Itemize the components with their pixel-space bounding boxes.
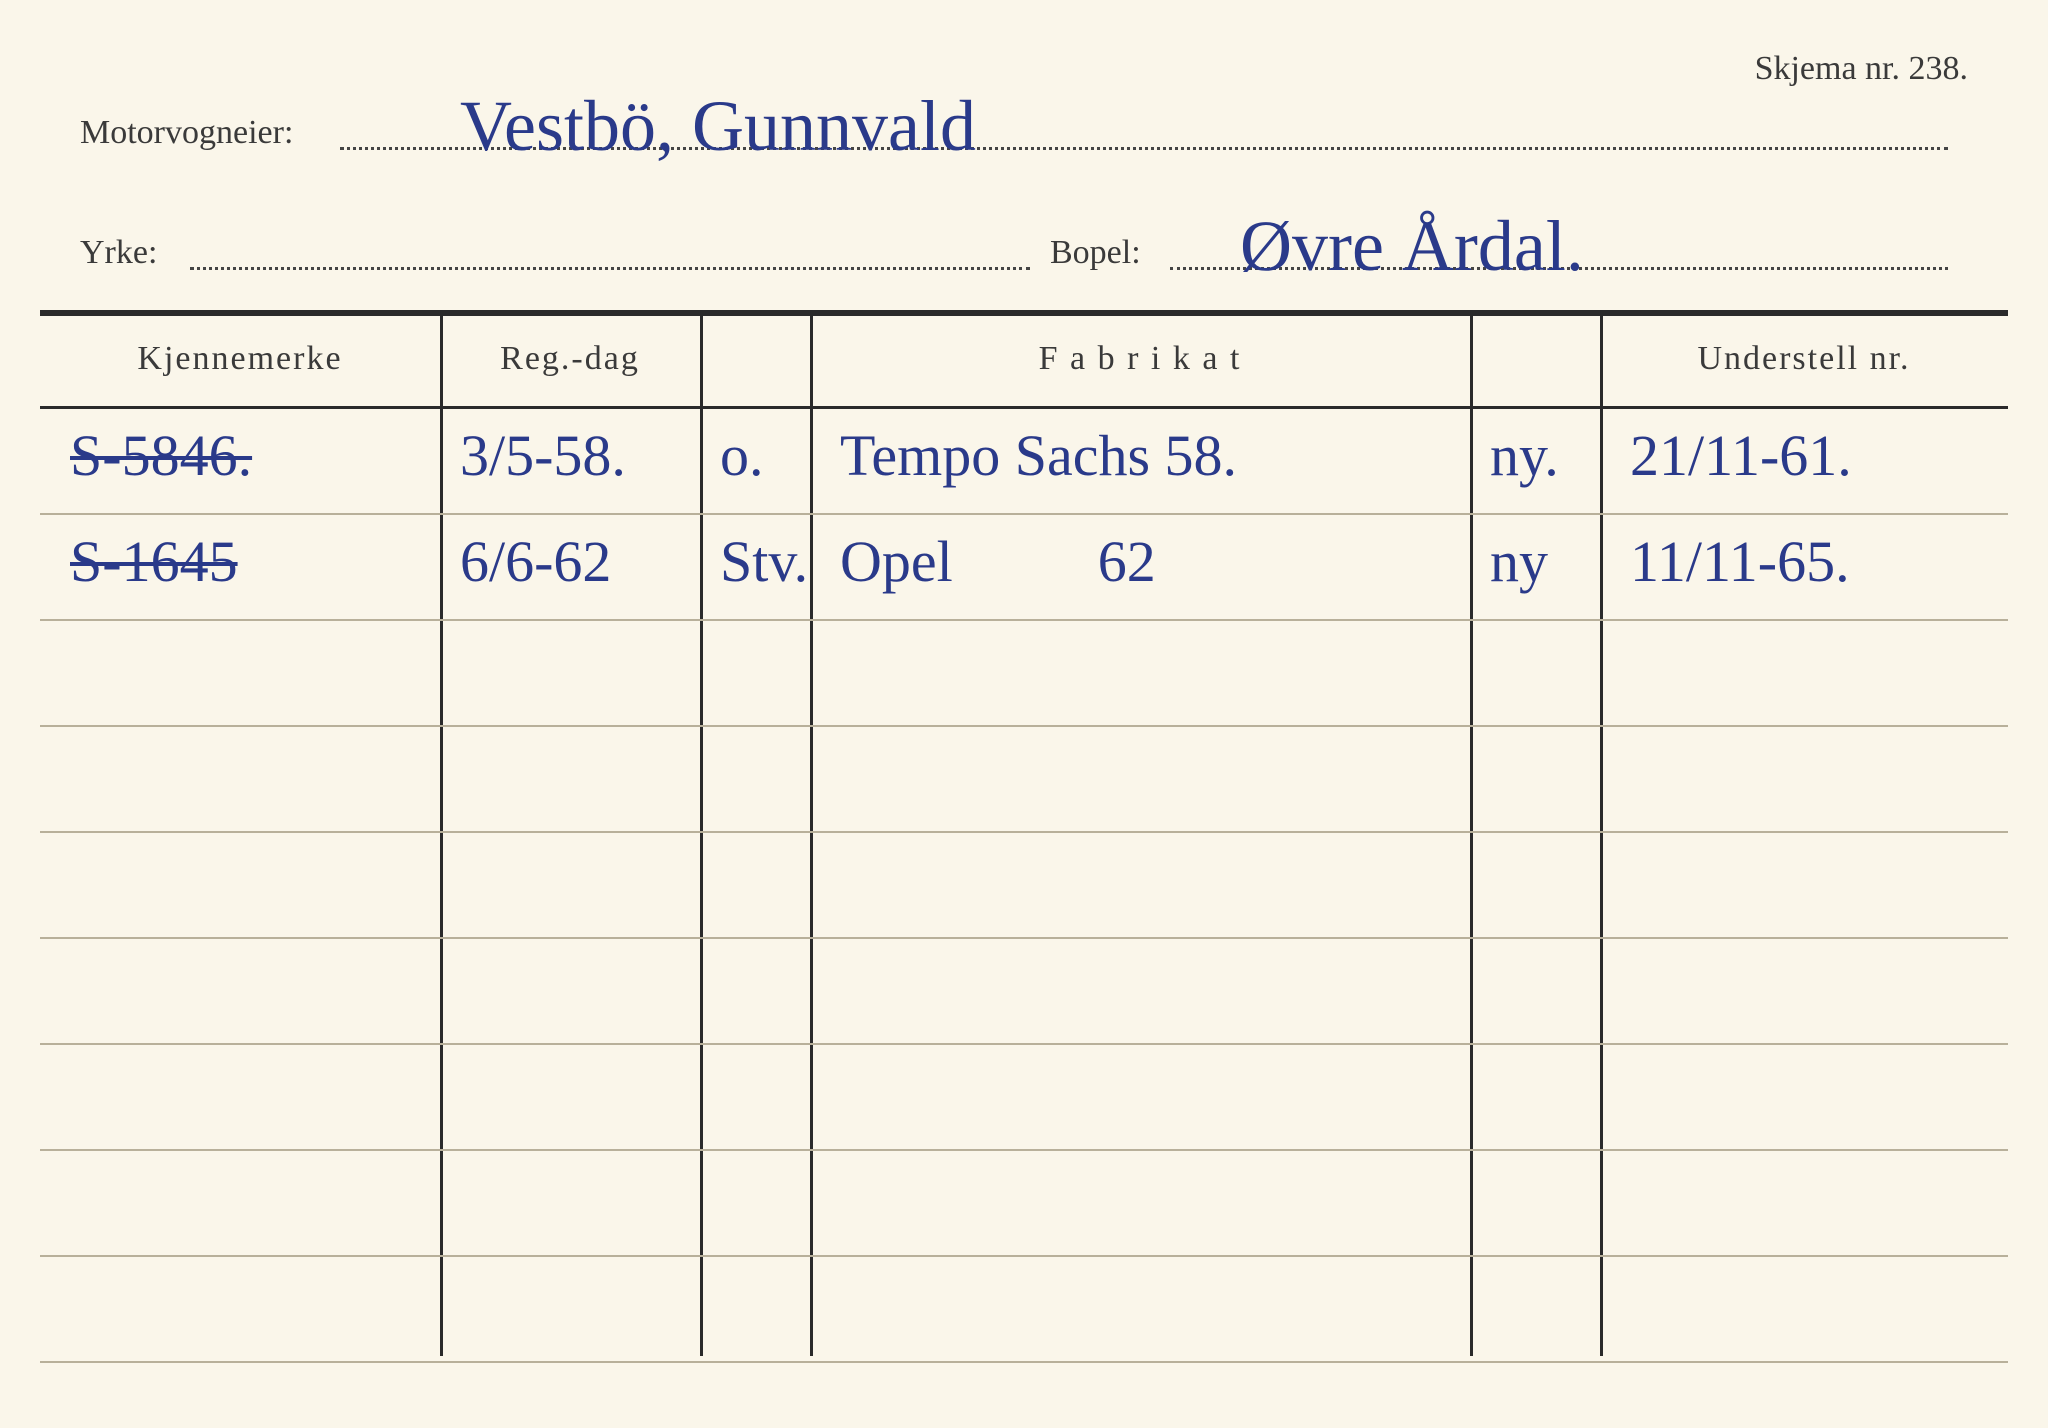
cell-reg-dag: 3/5-58. — [460, 427, 690, 485]
registration-table: Kjennemerke Reg.-dag F a b r i k a t Und… — [40, 316, 2008, 1356]
cell-reg-dag: 6/6-62 — [460, 533, 690, 591]
table-row: S-1645 6/6-62 Stv. Opel 62 ny 11/11-65. — [40, 515, 2008, 621]
owner-label: Motorvogneier: — [80, 114, 293, 152]
cell-note: ny — [1490, 533, 1590, 591]
cell-fabrikat: Opel 62 — [840, 533, 1450, 591]
col-header-reg-dag: Reg.-dag — [440, 340, 700, 378]
table-row-empty — [40, 1045, 2008, 1151]
table-row-empty — [40, 1151, 2008, 1257]
table-row-empty — [40, 727, 2008, 833]
table-row-empty — [40, 833, 2008, 939]
cell-narrow: Stv. — [720, 533, 800, 591]
residence-value: Øvre Årdal. — [1240, 210, 1584, 282]
occupation-residence-row: Yrke: Bopel: Øvre Årdal. — [40, 170, 2008, 280]
cell-understell: 21/11-61. — [1630, 427, 2030, 485]
table-row-empty — [40, 939, 2008, 1045]
cell-narrow: o. — [720, 427, 800, 485]
col-header-fabrikat: F a b r i k a t — [810, 340, 1470, 378]
table-header-row: Kjennemerke Reg.-dag F a b r i k a t Und… — [40, 316, 2008, 409]
table-row-empty — [40, 1257, 2008, 1363]
owner-value: Vestbö, Gunnvald — [460, 90, 976, 162]
cell-fabrikat: Tempo Sachs 58. — [840, 427, 1450, 485]
table-row-empty — [40, 621, 2008, 727]
cell-kjennemerke: S-1645 — [70, 533, 430, 591]
cell-note: ny. — [1490, 427, 1590, 485]
col-header-kjennemerke: Kjennemerke — [40, 340, 440, 378]
residence-label: Bopel: — [1050, 234, 1141, 272]
registration-card: Skjema nr. 238. Motorvogneier: Vestbö, G… — [0, 0, 2048, 1428]
occupation-label: Yrke: — [80, 234, 157, 272]
table-row: S-5846. 3/5-58. o. Tempo Sachs 58. ny. 2… — [40, 409, 2008, 515]
col-header-understell: Understell nr. — [1600, 340, 2008, 378]
occupation-dotted-line — [190, 267, 1030, 270]
cell-kjennemerke: S-5846. — [70, 427, 430, 485]
cell-understell: 11/11-65. — [1630, 533, 2030, 591]
owner-row: Motorvogneier: Vestbö, Gunnvald — [40, 50, 2008, 160]
